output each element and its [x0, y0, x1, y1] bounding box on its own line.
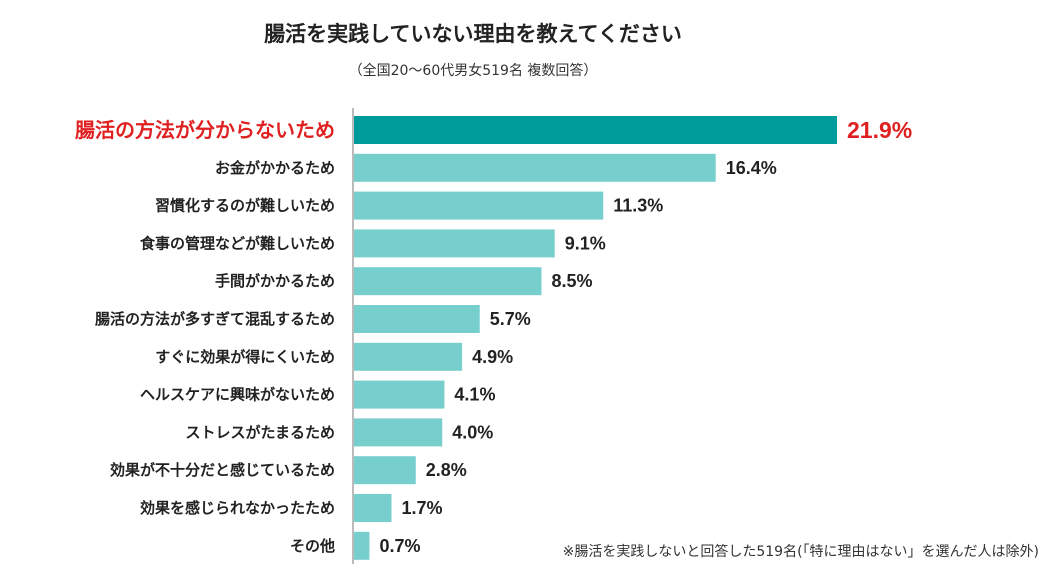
category-label: お金がかかるため: [215, 159, 335, 177]
value-label: 21.9%: [847, 117, 912, 143]
value-label: 4.0%: [452, 422, 493, 442]
value-label: 9.1%: [565, 233, 606, 253]
bar: [354, 342, 463, 371]
category-label: 効果が不十分だと感じているため: [110, 461, 335, 479]
value-label: 1.7%: [401, 498, 442, 518]
category-label: すぐに効果が得にくいため: [155, 348, 335, 366]
bar: [354, 267, 542, 296]
value-label: 8.5%: [551, 271, 592, 291]
category-label: その他: [290, 537, 335, 555]
value-label: 4.1%: [454, 385, 495, 405]
chart-subtitle: （全国20〜60代男女519名 複数回答）: [348, 63, 598, 79]
bar: [354, 305, 480, 333]
value-label: 0.7%: [379, 536, 420, 556]
category-label: 腸活の方法が分からないため: [75, 118, 335, 142]
category-label: ストレスがたまるため: [185, 423, 335, 441]
category-label: ヘルスケアに興味がないため: [140, 386, 335, 404]
bar: [354, 494, 392, 522]
bar: [354, 153, 716, 182]
bar: [354, 116, 837, 144]
bar: [354, 531, 370, 560]
category-label: 腸活の方法が多すぎて混乱するため: [95, 310, 335, 328]
value-label: 11.3%: [613, 196, 663, 216]
bar: [354, 380, 445, 409]
bars-layer: 腸活の方法が分からないため 21.9% お金がかかるため 16.4% 習慣化するのが難し…: [75, 116, 912, 560]
bar: [354, 191, 604, 220]
chart-footnote: ※腸活を実践しないと回答した519名(「特に理由はない」を選んだ人は除外): [562, 544, 1039, 560]
chart-title: 腸活を実践していない理由を教えてください: [264, 22, 682, 46]
category-label: 手間がかかるため: [215, 272, 335, 290]
value-label: 16.4%: [726, 158, 777, 178]
bar: [354, 456, 416, 485]
bar: [354, 229, 555, 258]
value-label: 2.8%: [426, 460, 467, 480]
value-label: 4.9%: [472, 347, 513, 367]
category-label: 習慣化するのが難しいため: [155, 197, 335, 215]
category-label: 効果を感じられなかったため: [140, 499, 335, 517]
value-label: 5.7%: [490, 309, 531, 329]
bar: [354, 418, 443, 447]
category-label: 食事の管理などが難しいため: [140, 234, 335, 252]
